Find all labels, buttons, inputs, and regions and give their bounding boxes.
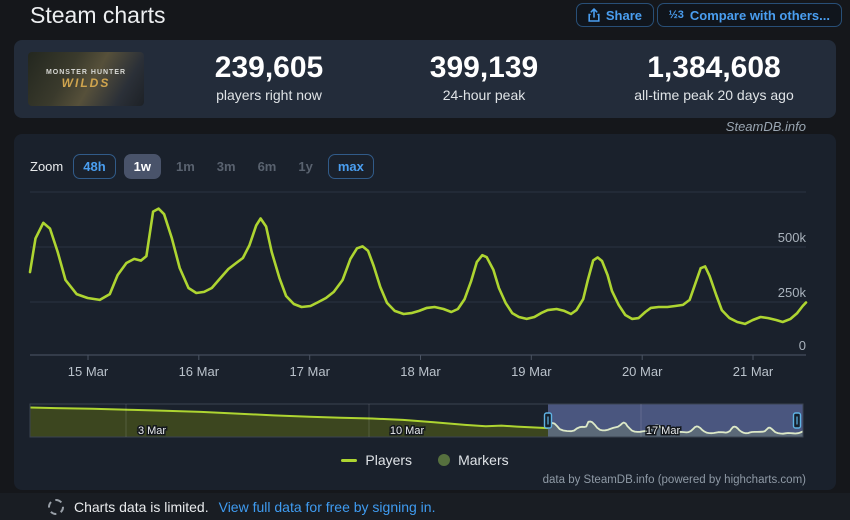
zoom-label: Zoom [30,158,64,174]
compare-with-others-button[interactable]: ½3 Compare with others... [656,3,842,27]
svg-text:17 Mar: 17 Mar [289,364,330,379]
y-axis-labels: 500k 250k 0 [778,230,807,353]
stat-all-time-peak: 1,384,608 all-time peak 20 days ago [594,51,834,103]
zoom-range-1y[interactable]: 1y [298,158,313,174]
stat-value: 239,605 [214,51,324,84]
game-title-line2: WILDS [61,75,111,90]
svg-text:16 Mar: 16 Mar [179,364,220,379]
compare-button-label: Compare with others... [689,7,830,23]
navigator-outline [29,403,804,438]
players-series-line [28,207,808,326]
svg-text:20 Mar: 20 Mar [622,364,663,379]
share-icon [588,8,600,22]
navigator-history-line [29,406,549,430]
navigator[interactable]: 3 Mar 10 Mar 17 Mar [29,403,804,439]
svg-text:500k: 500k [778,230,807,245]
navigator-selected-line [547,420,804,435]
svg-text:250k: 250k [778,285,807,300]
stat-24-hour-peak: 399,139 24-hour peak [384,51,584,103]
zoom-range-1m[interactable]: 1m [175,158,195,174]
zoom-range-max[interactable]: max [327,153,374,179]
navigator-gridlines [125,404,642,437]
page-title: Steam charts [30,2,166,28]
legend-item-players[interactable]: Players [341,452,412,468]
svg-text:17 Mar: 17 Mar [646,425,681,437]
markers-circle-swatch [438,454,451,466]
stat-value: 1,384,608 [647,51,781,84]
legend-label: Players [365,452,413,468]
svg-text:15 Mar: 15 Mar [68,364,109,379]
footer-bar: Charts data is limited. View full data f… [0,493,850,520]
navigator-date-labels: 3 Mar 10 Mar 17 Mar [136,424,682,439]
stat-label: all-time peak 20 days ago [634,87,794,103]
zoom-range-48h[interactable]: 48h [73,153,116,179]
zoom-range-6m[interactable]: 6m [257,158,277,174]
stats-panel: MONSTER HUNTER WILDS 239,605 players rig… [14,40,836,118]
sign-in-link[interactable]: View full data for free by signing in. [218,498,436,515]
stat-value: 399,139 [429,51,539,84]
svg-text:19 Mar: 19 Mar [511,364,552,379]
zoom-range-1w[interactable]: 1w [123,153,161,179]
game-title-line1: MONSTER HUNTER [45,68,127,76]
svg-text:21 Mar: 21 Mar [733,364,774,379]
players-chart[interactable]: 500k 250k 0 15 Mar 16 Mar 17 Mar 18 Mar … [14,178,836,440]
stat-players-right-now: 239,605 players right now [174,51,364,103]
steamdb-watermark: SteamDB.info [725,119,806,134]
navigator-left-handle[interactable] [543,412,553,429]
stat-label: 24-hour peak [442,87,526,103]
legend-label: Markers [458,452,509,468]
x-axis-labels: 15 Mar 16 Mar 17 Mar 18 Mar 19 Mar 20 Ma… [68,364,774,379]
stat-label: players right now [216,87,322,103]
footer-message: Charts data is limited. [74,498,209,515]
svg-text:0: 0 [799,338,806,353]
loading-dashed-circle-icon [48,498,64,515]
navigator-right-handle[interactable] [792,412,802,429]
chart-panel: Zoom 48h 1w 1m 3m 6m 1y max 500k 250k 0 [14,134,836,490]
svg-text:18 Mar: 18 Mar [400,364,441,379]
zoom-range-3m[interactable]: 3m [216,158,236,174]
zoom-range-toolbar: Zoom 48h 1w 1m 3m 6m 1y max [30,153,374,179]
legend-item-markers[interactable]: Markers [438,452,509,468]
svg-text:10 Mar: 10 Mar [390,425,425,437]
chart-legend: Players Markers [14,452,836,468]
chart-attribution[interactable]: data by SteamDB.info (powered by highcha… [542,474,806,486]
x-axis-ticks [87,355,754,360]
game-capsule-image[interactable]: MONSTER HUNTER WILDS [28,52,144,106]
share-button[interactable]: Share [575,3,654,27]
compare-icon: ½3 [668,9,684,21]
share-button-label: Share [605,7,642,23]
players-line-swatch [341,458,358,462]
svg-text:3 Mar: 3 Mar [138,425,166,437]
